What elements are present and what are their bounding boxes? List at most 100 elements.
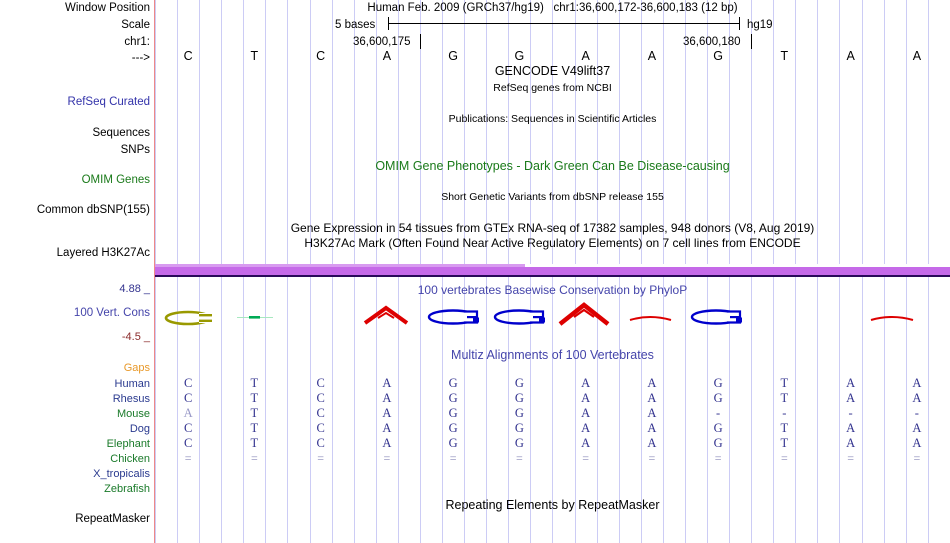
ruler-base: T [250, 49, 259, 63]
alignment-base: A [647, 436, 657, 450]
alignment-base: A [581, 391, 591, 405]
alignment-base: G [713, 391, 723, 405]
label-gaps[interactable]: Gaps [123, 362, 150, 374]
label-100-vert-cons[interactable]: 100 Vert. Cons [73, 307, 150, 319]
cons-glyph-g-5 [427, 309, 480, 325]
alignment-base: G [713, 376, 723, 390]
coord-right-tick [751, 34, 752, 49]
coord-left-tick [420, 34, 421, 49]
alignment-base: = [780, 451, 788, 465]
alignment-base: C [183, 421, 193, 435]
alignment-base: A [382, 406, 392, 420]
alignment-base: = [515, 451, 523, 465]
alignment-base: G [514, 391, 524, 405]
ruler-base: C [316, 49, 326, 63]
title-h3k27ac: H3K27Ac Mark (Often Found Near Active Re… [304, 236, 801, 250]
alignment-base: A [647, 421, 657, 435]
label-common-dbsnp[interactable]: Common dbSNP(155) [36, 204, 150, 216]
track-data-area[interactable]: Human Feb. 2009 (GRCh37/hg19) chr1:36,60… [155, 0, 950, 543]
track-left-border [154, 0, 155, 543]
alignment-base: C [316, 376, 325, 390]
label-window-position: Window Position [64, 2, 150, 14]
alignment-base: = [383, 451, 391, 465]
title-repeatmasker: Repeating Elements by RepeatMasker [445, 498, 660, 512]
alignment-base: C [316, 421, 325, 435]
label-layered-h3k27ac[interactable]: Layered H3K27Ac [56, 247, 150, 259]
alignment-base: A [912, 391, 922, 405]
alignment-base: G [713, 436, 723, 450]
alignment-base: G [713, 421, 723, 435]
assembly-short-text: hg19 [747, 19, 773, 31]
alignment-base: = [648, 451, 656, 465]
cons-glyph-g-6 [493, 309, 546, 325]
cons-glyph-a-12 [870, 316, 914, 321]
alignment-base: A [382, 436, 392, 450]
conservation-glyph-layer[interactable] [155, 296, 950, 342]
coord-left-label: 36,600,175 [353, 36, 411, 48]
label-repeatmasker[interactable]: RepeatMasker [75, 513, 150, 525]
title-omim: OMIM Gene Phenotypes - Dark Green Can Be… [375, 159, 730, 173]
label-snps[interactable]: SNPs [120, 144, 150, 156]
alignment-base: A [581, 406, 591, 420]
assembly-title: Human Feb. 2009 (GRCh37/hg19) [367, 2, 544, 14]
position-text: chr1:36,600,172-36,600,183 (12 bp) [553, 2, 738, 14]
alignment-base: T [250, 406, 259, 420]
window-position-text: Human Feb. 2009 (GRCh37/hg19) chr1:36,60… [155, 2, 950, 14]
ruler-base: A [382, 49, 392, 63]
alignment-row-chicken[interactable]: = = = = = = = = = = = = [155, 452, 950, 464]
phylop-glyphs-svg [164, 302, 914, 326]
label-elephant[interactable]: Elephant [106, 438, 150, 450]
title-refseq-ncbi: RefSeq genes from NCBI [493, 82, 612, 94]
alignment-base: G [514, 406, 524, 420]
cons-glyph-t-2 [237, 316, 273, 319]
label-zebrafish[interactable]: Zebrafish [104, 483, 150, 495]
alignment-base: C [316, 391, 325, 405]
label-sequences[interactable]: Sequences [92, 127, 150, 139]
alignment-base: T [250, 376, 259, 390]
alignment-base: G [514, 436, 524, 450]
alignment-base: C [183, 376, 193, 390]
alignment-base: A [382, 421, 392, 435]
alignment-base: - [716, 406, 721, 420]
cons-glyph-a-4 [363, 305, 409, 325]
label-chicken[interactable]: Chicken [110, 453, 150, 465]
label-refseq-curated[interactable]: RefSeq Curated [67, 96, 150, 108]
label-omim-genes[interactable]: OMIM Genes [81, 174, 150, 186]
alignment-base: A [846, 376, 856, 390]
h3k27ac-signal-bar[interactable] [155, 264, 950, 278]
label-rhesus[interactable]: Rhesus [112, 393, 150, 405]
cons-glyph-g-9 [690, 309, 743, 325]
alignment-row-x-tropicalis[interactable] [155, 467, 950, 479]
alignment-base: T [250, 391, 259, 405]
alignment-base: A [846, 391, 856, 405]
alignment-base: T [780, 436, 789, 450]
alignment-base: G [448, 421, 458, 435]
cons-glyph-a-8 [629, 316, 672, 321]
label-dog[interactable]: Dog [129, 423, 150, 435]
alignment-base: A [912, 436, 922, 450]
alignment-base: = [913, 451, 921, 465]
ruler-base: A [647, 49, 657, 63]
title-gencode: GENCODE V49lift37 [494, 64, 611, 78]
alignment-base: = [184, 451, 192, 465]
cons-axis-max: 4.88 _ [119, 283, 150, 295]
alignment-base: - [848, 406, 853, 420]
alignment-base: = [582, 451, 590, 465]
alignment-row-zebrafish[interactable] [155, 482, 950, 494]
sidebar-labels: Window Position Scale chr1: ---> RefSeq … [0, 0, 153, 543]
title-dbsnp: Short Genetic Variants from dbSNP releas… [441, 191, 664, 203]
label-human[interactable]: Human [114, 378, 150, 390]
label-mouse[interactable]: Mouse [116, 408, 150, 420]
cons-glyph-a-7 [558, 302, 610, 326]
title-multiz: Multiz Alignments of 100 Vertebrates [451, 348, 654, 362]
title-gtex: Gene Expression in 54 tissues from GTEx … [290, 221, 815, 235]
alignment-base: C [183, 391, 193, 405]
scale-text: 5 bases [335, 19, 376, 31]
label-x-tropicalis[interactable]: X_tropicalis [93, 468, 150, 480]
